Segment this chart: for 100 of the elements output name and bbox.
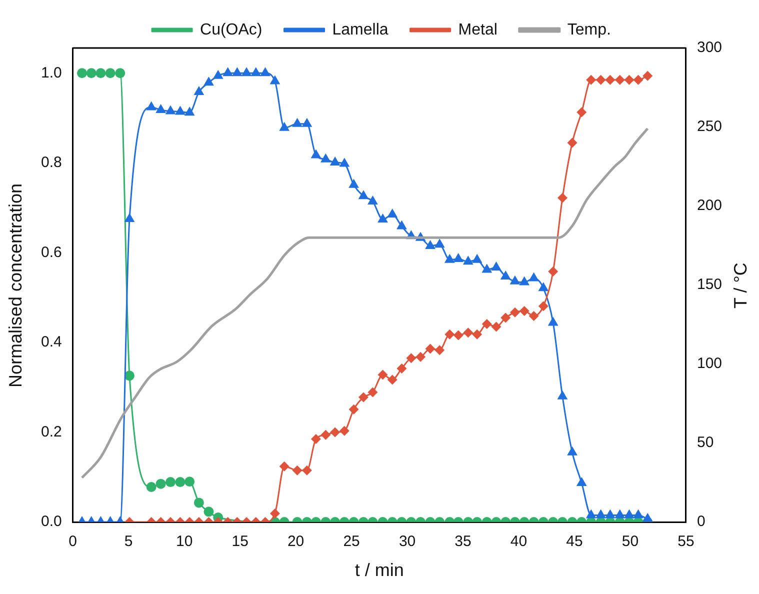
point [175, 106, 186, 115]
point [482, 264, 492, 273]
point [538, 282, 549, 292]
point [76, 68, 87, 78]
x-tick-label: 5 [124, 533, 133, 550]
y-axis-title: Normalised concentration [6, 182, 27, 388]
x-tick-label: 55 [678, 533, 694, 550]
point [348, 178, 359, 188]
point [528, 310, 539, 321]
point [105, 68, 116, 78]
point [396, 220, 407, 230]
point [596, 74, 606, 85]
point [614, 509, 626, 518]
point [528, 272, 540, 282]
y-tick-label: 0.8 [40, 154, 62, 172]
point [519, 276, 530, 286]
x-axis-title: t / min [354, 560, 404, 581]
point [576, 476, 587, 486]
point [548, 316, 558, 326]
x-tick-label: 0 [68, 533, 78, 550]
x-tick-label: 50 [622, 533, 639, 550]
y2-axis-title: T / °C [730, 262, 752, 308]
x-tick-label: 45 [566, 533, 583, 550]
point [260, 67, 270, 76]
point [292, 118, 302, 127]
point [624, 74, 634, 85]
point [124, 213, 135, 222]
point [115, 68, 126, 78]
x-tick-label: 40 [510, 533, 528, 550]
y-tick-label: 0.4 [40, 334, 62, 351]
point [614, 74, 625, 85]
point [444, 254, 455, 263]
point [368, 196, 378, 205]
point [567, 138, 578, 148]
legend-label: Metal [458, 21, 498, 38]
point [184, 106, 195, 116]
legend-label: Temp. [567, 21, 611, 38]
point [320, 153, 331, 162]
point [567, 446, 578, 456]
point [510, 275, 520, 284]
point [212, 70, 224, 79]
y2-tick-label: 200 [696, 197, 722, 214]
point [642, 512, 653, 522]
x-tick-label: 30 [398, 533, 416, 550]
point [624, 509, 634, 518]
point [586, 74, 596, 85]
y2-tick-label: 0 [696, 513, 706, 530]
point [250, 67, 262, 76]
point [605, 74, 616, 85]
y-tick-label: 0.0 [40, 513, 62, 530]
legend-label: Lamella [332, 21, 388, 38]
point [586, 509, 596, 518]
point [156, 104, 166, 113]
y2-tick-label: 100 [696, 355, 722, 372]
point [232, 67, 242, 76]
point [310, 149, 322, 158]
point [557, 390, 568, 400]
point [241, 67, 252, 76]
point [339, 158, 350, 167]
legend-label: Cu(OAc) [200, 21, 262, 38]
x-tick-label: 15 [232, 533, 248, 550]
y2-tick-label: 50 [696, 434, 714, 452]
point [302, 118, 312, 127]
point [491, 261, 502, 270]
y2-tick-label: 300 [696, 39, 722, 56]
point [204, 76, 214, 86]
point [358, 190, 369, 200]
y-tick-label: 1.0 [40, 64, 62, 82]
point [434, 238, 445, 248]
point [146, 101, 157, 110]
point [96, 68, 106, 78]
point [270, 75, 280, 84]
point [633, 509, 644, 518]
x-tick-label: 25 [343, 533, 360, 550]
point [165, 105, 176, 114]
point [86, 68, 96, 78]
x-tick-label: 35 [454, 533, 472, 550]
point [472, 254, 482, 263]
x-tick-label: 20 [287, 533, 304, 550]
point [378, 213, 388, 222]
point [222, 67, 233, 76]
point [557, 192, 568, 203]
point [425, 240, 436, 249]
point [576, 107, 587, 118]
point [279, 122, 290, 131]
point [330, 156, 340, 166]
line-series [80, 127, 649, 480]
point [500, 270, 511, 280]
point [604, 509, 616, 518]
point [453, 252, 464, 262]
y2-tick-label: 250 [696, 118, 722, 136]
point [387, 208, 398, 218]
point [194, 86, 204, 95]
y2-tick-label: 150 [696, 276, 722, 294]
point [462, 256, 474, 265]
point [642, 70, 653, 81]
y-tick-label: 0.6 [40, 244, 62, 261]
point [633, 74, 644, 85]
point [596, 509, 606, 518]
y-tick-label: 0.2 [40, 423, 62, 440]
